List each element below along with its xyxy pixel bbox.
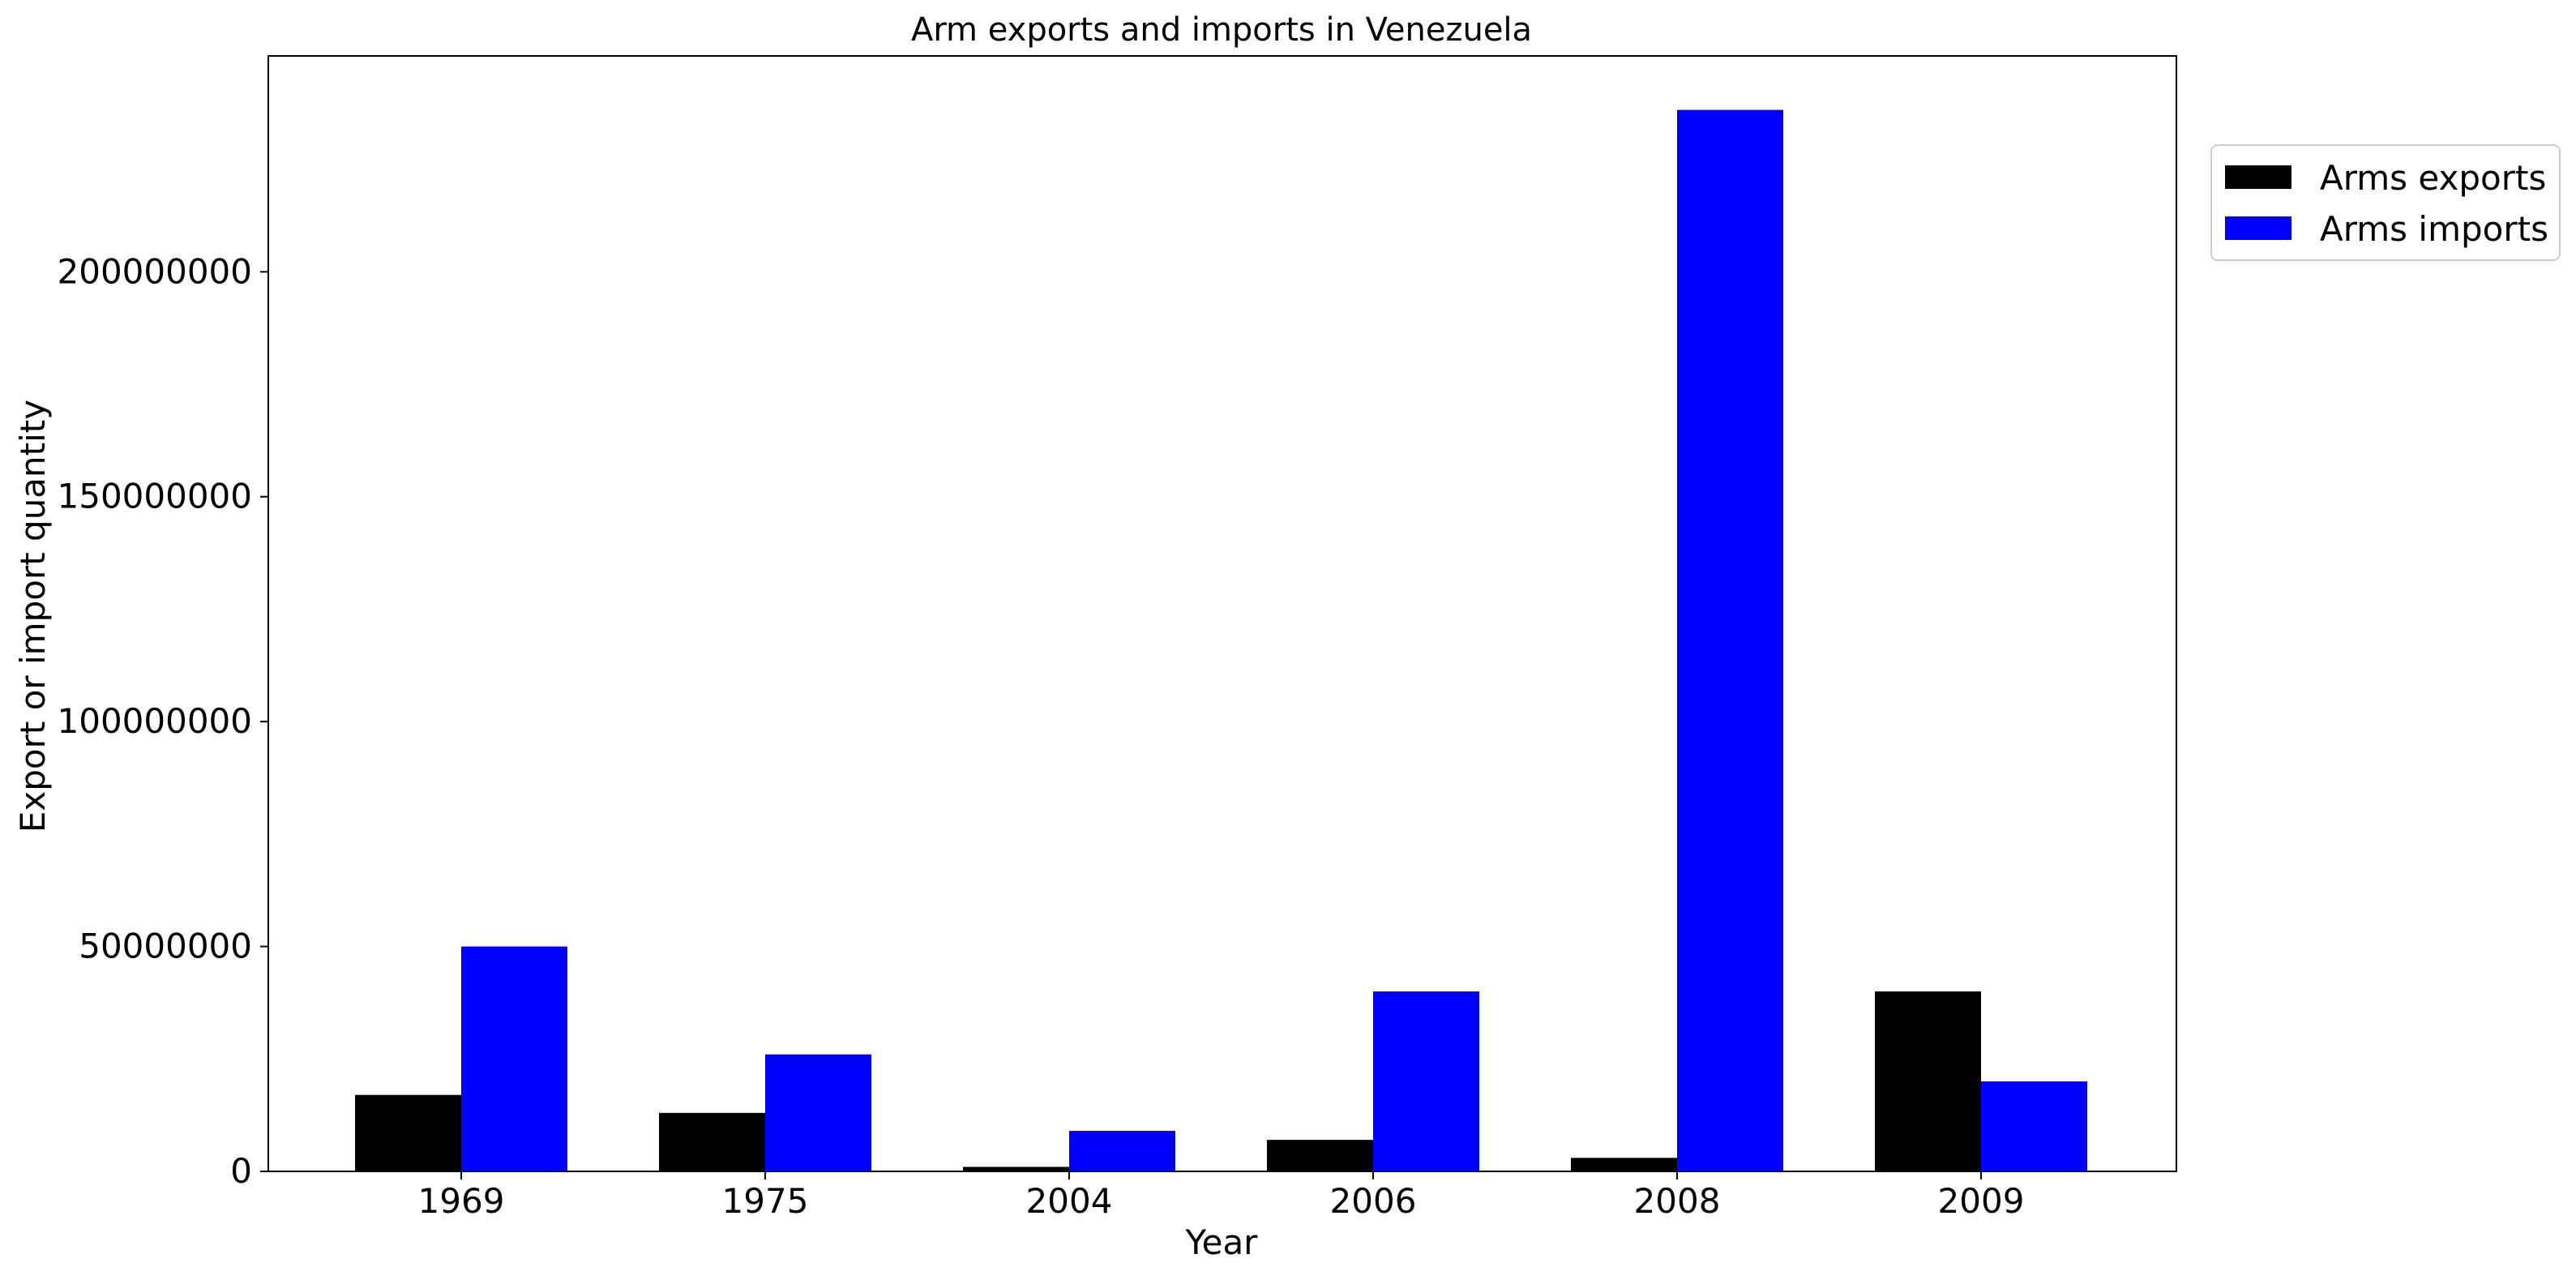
bar-arms-exports-2006 bbox=[1267, 1140, 1373, 1171]
x-tick-label-2009: 2009 bbox=[1938, 1181, 2025, 1221]
bar-arms-exports-2004 bbox=[963, 1167, 1069, 1171]
bar-arms-imports-1975 bbox=[765, 1054, 871, 1171]
bars-layer bbox=[355, 109, 2087, 1171]
y-axis-label: Export or import quantity bbox=[13, 400, 53, 833]
x-tick-label-2006: 2006 bbox=[1330, 1181, 1417, 1221]
plot-area: 1969 1975 2004 2006 2008 2009 0 50000000 100000… bbox=[58, 55, 2177, 1221]
x-axis-ticks: 1969 1975 2004 2006 2008 2009 bbox=[418, 1171, 2025, 1221]
bar-arms-exports-1969 bbox=[355, 1094, 461, 1171]
x-tick-label-2008: 2008 bbox=[1634, 1181, 1721, 1221]
y-axis-ticks: 0 50000000 100000000 150000000 200000000 bbox=[58, 251, 268, 1191]
legend: Arms exports Arms imports bbox=[2210, 144, 2561, 261]
legend-swatch-arms-imports bbox=[2225, 216, 2291, 240]
y-tick-label-50000000: 50000000 bbox=[79, 927, 252, 966]
legend-swatch-arms-exports bbox=[2225, 165, 2291, 189]
bar-arms-exports-2008 bbox=[1571, 1158, 1677, 1171]
bar-arms-exports-2009 bbox=[1875, 991, 1981, 1171]
y-tick-label-150000000: 150000000 bbox=[58, 477, 253, 516]
bar-arms-imports-2009 bbox=[1981, 1081, 2087, 1171]
bar-arms-imports-2004 bbox=[1069, 1131, 1175, 1171]
bar-arms-imports-2006 bbox=[1373, 991, 1479, 1171]
y-tick-label-200000000: 200000000 bbox=[58, 251, 253, 291]
bar-arms-exports-1975 bbox=[659, 1112, 765, 1171]
legend-label-arms-exports: Arms exports bbox=[2320, 158, 2546, 198]
legend-label-arms-imports: Arms imports bbox=[2320, 209, 2548, 249]
bar-arms-imports-2008 bbox=[1677, 109, 1783, 1171]
legend-items: Arms exports Arms imports bbox=[2225, 158, 2548, 249]
y-tick-label-100000000: 100000000 bbox=[58, 701, 253, 741]
chart-title: Arm exports and imports in Venezuela bbox=[911, 11, 1532, 49]
plot-frame bbox=[267, 55, 2177, 1172]
legend-box bbox=[2210, 144, 2561, 261]
x-axis-label: Year bbox=[1185, 1222, 1259, 1262]
x-tick-label-1969: 1969 bbox=[418, 1181, 505, 1221]
x-tick-label-1975: 1975 bbox=[722, 1181, 809, 1221]
bar-arms-imports-1969 bbox=[461, 946, 567, 1171]
y-tick-label-0: 0 bbox=[230, 1151, 252, 1191]
x-tick-label-2004: 2004 bbox=[1026, 1181, 1113, 1221]
